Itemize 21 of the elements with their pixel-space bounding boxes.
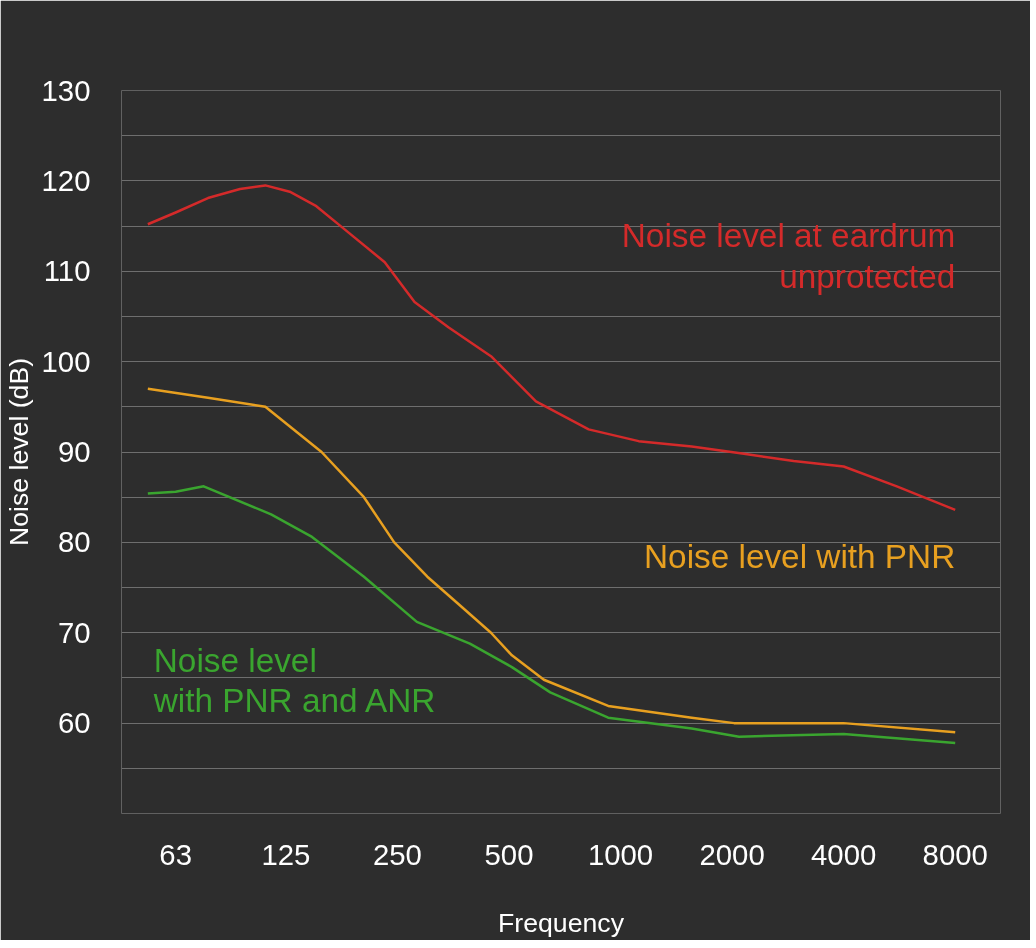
y-tick-label: 60 (57, 706, 91, 740)
y-tick-label: 90 (57, 435, 91, 468)
x-tick-label: 1000 (587, 837, 654, 871)
y-tick-label: 120 (41, 163, 91, 197)
series-label: Noise level with PNR and ANR (152, 641, 436, 720)
x-tick-label: 250 (373, 837, 422, 871)
y-tick-label: 70 (57, 615, 91, 649)
x-axis-title: Frequency (498, 907, 625, 938)
x-tick-label: 2000 (699, 837, 765, 871)
x-tick-label: 4000 (811, 837, 877, 871)
y-tick-label: 130 (41, 73, 91, 107)
y-axis-title: Noise level (dB) (3, 357, 34, 547)
y-tick-label: 100 (41, 344, 91, 378)
x-tick-label: 125 (261, 837, 311, 871)
x-tick-label: 8000 (922, 837, 988, 871)
text: Noise level with PNR (644, 537, 956, 575)
text: Noise level at eardrum unprotected (621, 217, 956, 295)
x-tick-label: 500 (484, 837, 534, 871)
y-tick-label: 80 (57, 525, 91, 559)
x-tick-label: 63 (159, 837, 192, 871)
y-tick-label: 110 (43, 254, 91, 288)
